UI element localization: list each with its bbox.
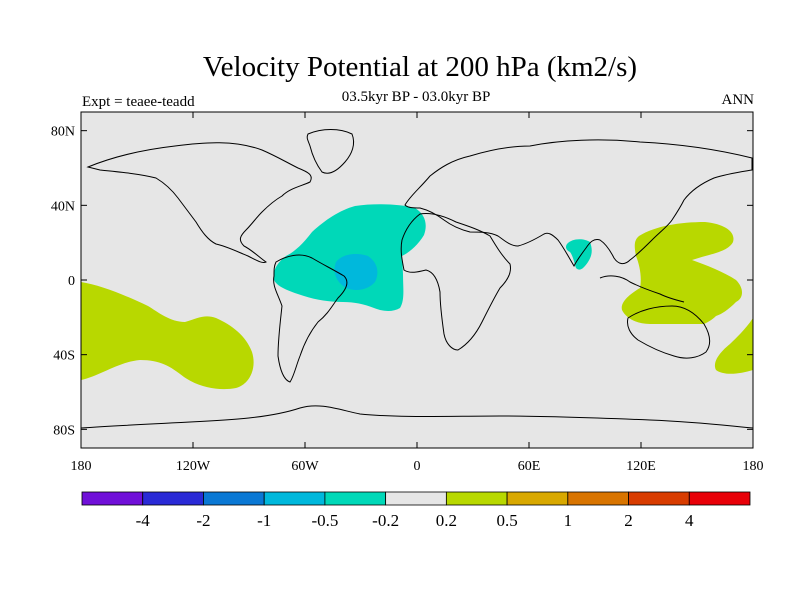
lon-tick-label: 180 [743,459,764,474]
coastline-antarctica [80,405,754,429]
coastlines [80,129,754,429]
coastline-africa [400,213,511,351]
lat-tick-label: 80N [51,125,75,140]
latitude-axis: 80N 40N 0 40S 80S [51,125,753,438]
period-label: ANN [721,92,755,108]
map-title: Velocity Potential at 200 hPa (km2/s) [202,51,638,83]
coastline-europe-asia [404,139,753,268]
lat-tick-label: 40N [51,199,75,214]
longitude-axis: 180 120W 60W 0 60E 120E 180 [71,112,764,474]
colorbar-label: -2 [196,511,210,530]
colorbar-swatch [506,491,569,506]
colorbar-swatch [81,491,144,506]
colorbar-swatch [324,491,387,506]
colorbar-swatch [142,491,204,506]
colorbar-label: 4 [685,511,694,530]
colorbar-label: -0.5 [311,511,338,530]
colorbar: -4 -2 -1 -0.5 -0.2 0.2 0.5 1 2 4 [81,491,751,530]
coastline-australia [627,305,711,359]
colorbar-swatch [688,491,751,506]
coastline-greenland [306,129,355,174]
colorbar-swatch [445,491,508,506]
experiment-label: Expt = teaee-teadd [82,94,195,110]
colorbar-label: -1 [257,511,271,530]
map-subtitle: 03.5kyr BP - 03.0kyr BP [341,89,491,105]
colorbar-swatch [263,491,326,506]
negative-anomaly-south-america-core [334,254,378,290]
coastline-maritime-continent [599,275,685,303]
lat-tick-label: 80S [53,423,75,438]
colorbar-swatch [628,491,690,506]
positive-anomaly-west-pacific [621,222,742,324]
colorbar-swatch [203,491,265,506]
lon-tick-label: 60E [518,459,541,474]
lon-tick-label: 120E [626,459,656,474]
coastline-south-america [273,254,348,383]
colorbar-label: 2 [624,511,633,530]
colorbar-label: 0.5 [496,511,517,530]
lon-tick-label: 180 [71,459,92,474]
colorbar-swatch [567,491,629,506]
colorbar-label: 1 [564,511,573,530]
lon-tick-label: 60W [291,459,319,474]
lon-tick-label: 0 [414,459,421,474]
colorbar-label: -4 [136,511,151,530]
negative-anomaly-bay-of-bengal [566,239,592,270]
lat-tick-label: 0 [68,274,75,289]
positive-anomaly-southwest-pacific [714,318,753,374]
colorbar-label: 0.2 [436,511,457,530]
colorbar-label: -0.2 [372,511,399,530]
positive-anomaly-south-pacific [81,282,254,390]
coastline-north-america [86,142,312,263]
lon-tick-label: 120W [176,459,211,474]
lat-tick-label: 40S [53,349,75,364]
colorbar-swatch [385,491,447,506]
